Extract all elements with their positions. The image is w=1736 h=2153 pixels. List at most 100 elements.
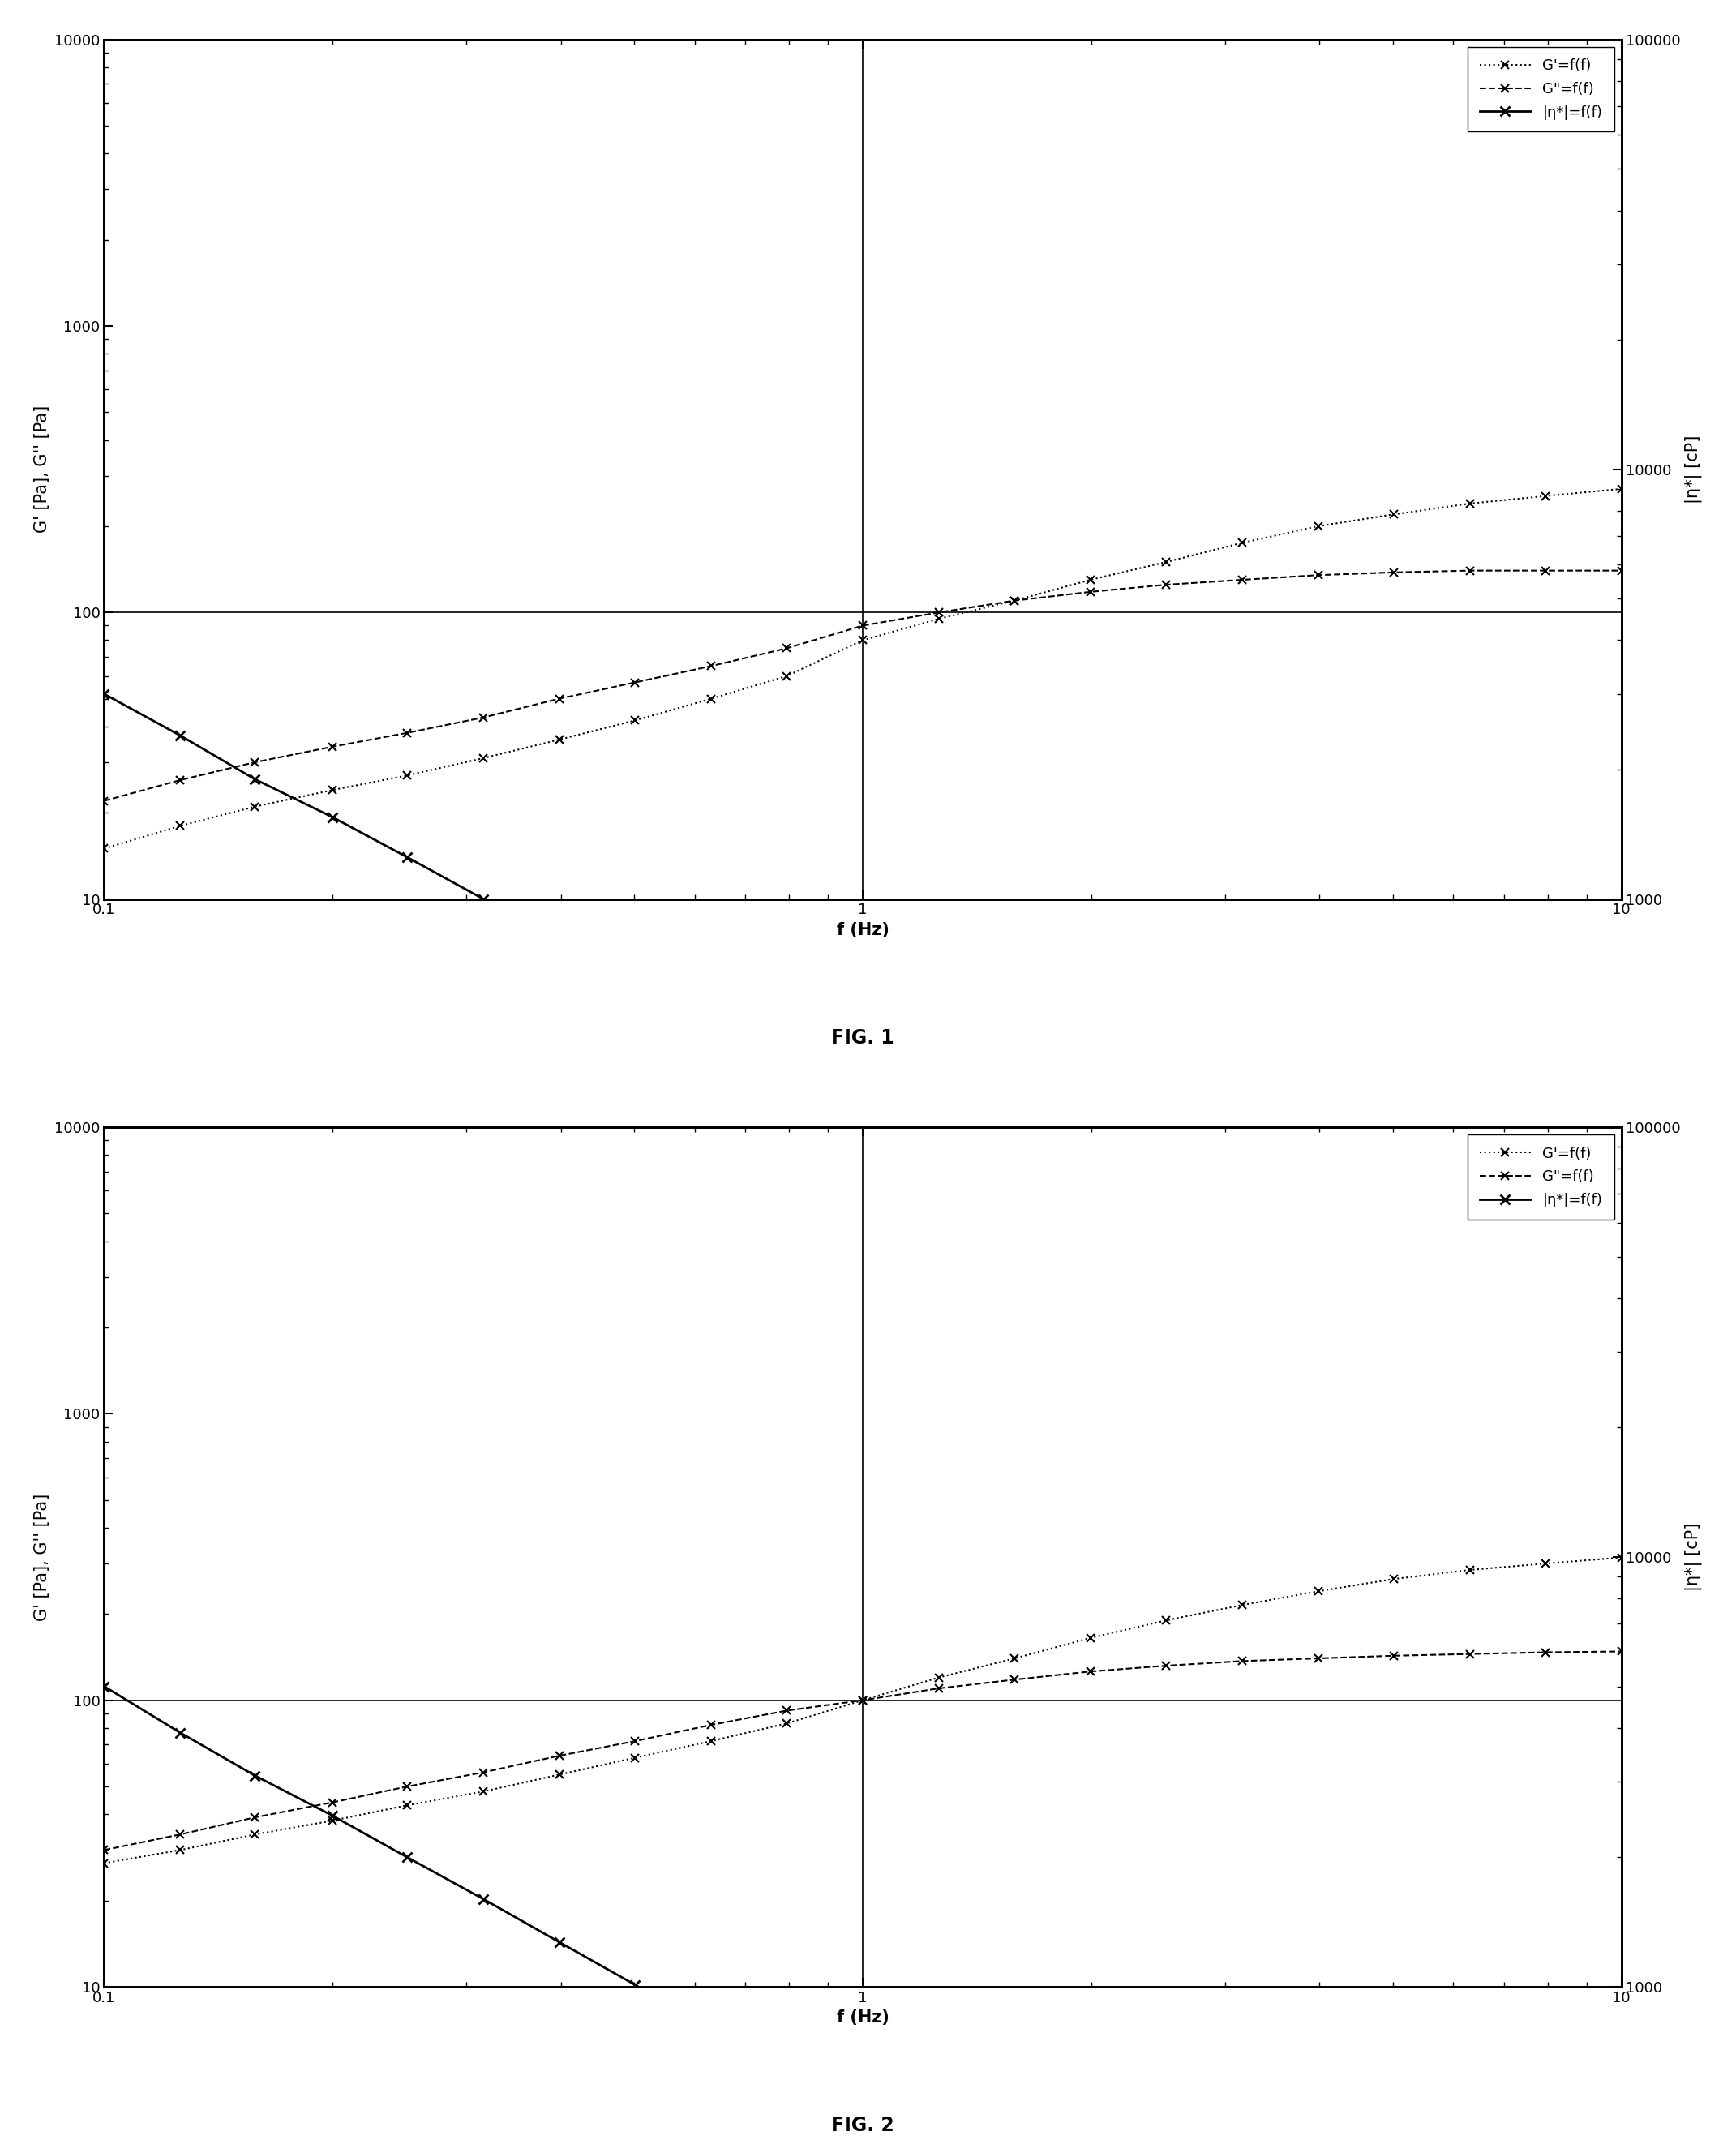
G"=f(f) xyxy=(472,1759,493,1785)
|η*|=f(f) xyxy=(776,2056,797,2082)
|η*|=f(f) xyxy=(1233,1290,1253,1315)
G"=f(f) xyxy=(1307,1645,1328,1671)
G'=f(f) xyxy=(472,745,493,771)
G'=f(f) xyxy=(852,1688,873,1714)
Line: G'=f(f): G'=f(f) xyxy=(101,1554,1625,1867)
G'=f(f) xyxy=(323,1809,344,1834)
G'=f(f) xyxy=(1307,512,1328,538)
|η*|=f(f) xyxy=(1080,1216,1101,1242)
G"=f(f) xyxy=(170,766,191,792)
G'=f(f) xyxy=(1384,502,1404,527)
G'=f(f) xyxy=(94,835,115,861)
G'=f(f) xyxy=(1535,482,1555,508)
Legend: G'=f(f), G"=f(f), |η*|=f(f): G'=f(f), G"=f(f), |η*|=f(f) xyxy=(1469,47,1614,131)
X-axis label: f (Hz): f (Hz) xyxy=(837,2009,889,2026)
|η*|=f(f) xyxy=(398,844,418,870)
Y-axis label: G' [Pa], G'' [Pa]: G' [Pa], G'' [Pa] xyxy=(33,1494,50,1621)
G'=f(f) xyxy=(549,1761,569,1787)
|η*|=f(f) xyxy=(776,1049,797,1074)
G"=f(f) xyxy=(549,1742,569,1768)
G'=f(f) xyxy=(929,605,950,631)
G"=f(f) xyxy=(852,1688,873,1714)
G"=f(f) xyxy=(852,614,873,639)
G'=f(f) xyxy=(701,1729,722,1755)
|η*|=f(f) xyxy=(94,1673,115,1699)
G"=f(f) xyxy=(549,687,569,713)
Line: G'=f(f): G'=f(f) xyxy=(101,484,1625,853)
G'=f(f) xyxy=(245,794,266,820)
G"=f(f) xyxy=(1307,562,1328,588)
G'=f(f) xyxy=(929,1664,950,1690)
Y-axis label: |η*| [cP]: |η*| [cP] xyxy=(1684,1522,1703,1591)
G"=f(f) xyxy=(1611,558,1632,583)
G'=f(f) xyxy=(1307,1578,1328,1604)
G"=f(f) xyxy=(1080,1658,1101,1684)
Line: |η*|=f(f): |η*|=f(f) xyxy=(99,1681,1627,2153)
G'=f(f) xyxy=(1384,1565,1404,1591)
|η*|=f(f) xyxy=(323,805,344,831)
G'=f(f) xyxy=(1080,566,1101,592)
|η*|=f(f) xyxy=(1156,1253,1177,1279)
G'=f(f) xyxy=(398,1791,418,1817)
|η*|=f(f) xyxy=(549,928,569,954)
G'=f(f) xyxy=(1080,1626,1101,1651)
Text: FIG. 1: FIG. 1 xyxy=(832,1027,894,1046)
|η*|=f(f) xyxy=(472,887,493,913)
Legend: G'=f(f), G"=f(f), |η*|=f(f): G'=f(f), G"=f(f), |η*|=f(f) xyxy=(1469,1135,1614,1219)
G"=f(f) xyxy=(1080,579,1101,605)
G'=f(f) xyxy=(1611,476,1632,502)
G'=f(f) xyxy=(94,1849,115,1875)
|η*|=f(f) xyxy=(1611,1356,1632,1382)
G'=f(f) xyxy=(1535,1550,1555,1576)
G'=f(f) xyxy=(1003,588,1024,614)
|η*|=f(f) xyxy=(929,2144,950,2153)
G"=f(f) xyxy=(1384,1643,1404,1669)
G'=f(f) xyxy=(245,1821,266,1847)
G'=f(f) xyxy=(1460,491,1481,517)
G'=f(f) xyxy=(625,708,646,734)
|η*|=f(f) xyxy=(701,2015,722,2041)
G'=f(f) xyxy=(1611,1544,1632,1570)
G"=f(f) xyxy=(1611,1638,1632,1664)
G"=f(f) xyxy=(398,719,418,745)
|η*|=f(f) xyxy=(549,1929,569,1955)
G"=f(f) xyxy=(1233,566,1253,592)
|η*|=f(f) xyxy=(170,1720,191,1746)
G'=f(f) xyxy=(1233,1591,1253,1617)
G"=f(f) xyxy=(776,1699,797,1725)
G"=f(f) xyxy=(94,788,115,814)
G"=f(f) xyxy=(1156,1654,1177,1679)
G"=f(f) xyxy=(170,1821,191,1847)
G"=f(f) xyxy=(929,1675,950,1701)
G'=f(f) xyxy=(323,777,344,803)
G"=f(f) xyxy=(1535,1638,1555,1664)
G'=f(f) xyxy=(852,627,873,652)
G"=f(f) xyxy=(94,1837,115,1862)
G'=f(f) xyxy=(472,1778,493,1804)
|η*|=f(f) xyxy=(1535,1352,1555,1378)
Line: G"=f(f): G"=f(f) xyxy=(101,1647,1625,1854)
G"=f(f) xyxy=(625,670,646,695)
|η*|=f(f) xyxy=(245,1763,266,1789)
|η*|=f(f) xyxy=(323,1802,344,1828)
G"=f(f) xyxy=(701,652,722,678)
G'=f(f) xyxy=(1233,530,1253,555)
G'=f(f) xyxy=(776,1709,797,1735)
G"=f(f) xyxy=(1535,558,1555,583)
G"=f(f) xyxy=(398,1774,418,1800)
|η*|=f(f) xyxy=(245,766,266,792)
|η*|=f(f) xyxy=(1003,1173,1024,1199)
G'=f(f) xyxy=(1003,1645,1024,1671)
|η*|=f(f) xyxy=(170,723,191,749)
|η*|=f(f) xyxy=(398,1845,418,1871)
|η*|=f(f) xyxy=(625,967,646,993)
Line: G"=f(f): G"=f(f) xyxy=(101,566,1625,805)
G"=f(f) xyxy=(245,1804,266,1830)
|η*|=f(f) xyxy=(1384,1335,1404,1361)
G"=f(f) xyxy=(625,1729,646,1755)
G'=f(f) xyxy=(625,1744,646,1770)
Text: FIG. 2: FIG. 2 xyxy=(832,2116,894,2136)
G"=f(f) xyxy=(245,749,266,775)
|η*|=f(f) xyxy=(94,680,115,706)
|η*|=f(f) xyxy=(852,1087,873,1113)
